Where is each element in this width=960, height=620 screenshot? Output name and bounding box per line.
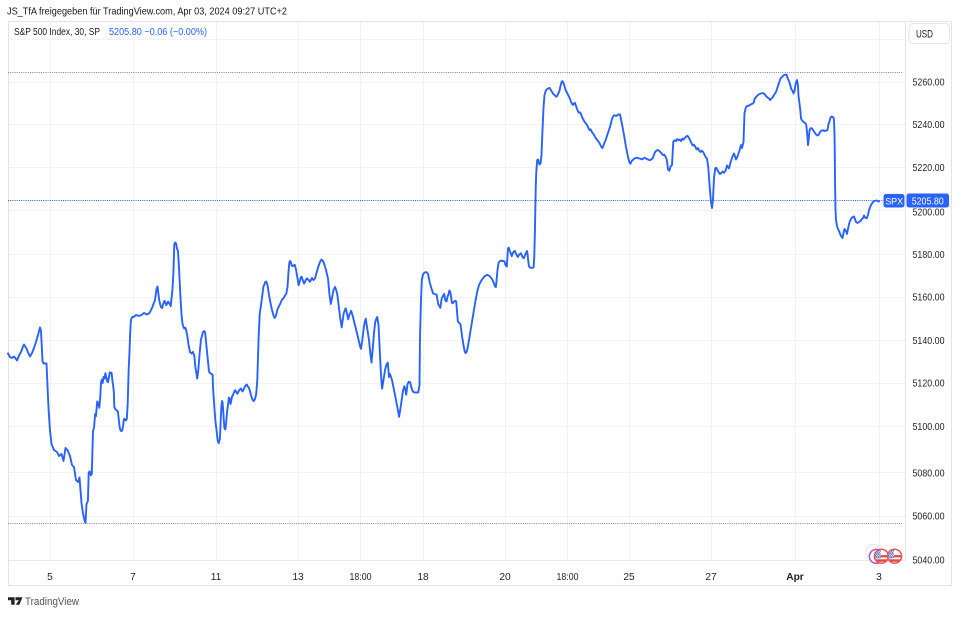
svg-text:SPX: SPX [885,196,904,207]
svg-text:Apr: Apr [786,572,804,583]
svg-text:5240.00: 5240.00 [913,120,945,131]
svg-text:5060.00: 5060.00 [913,512,945,523]
svg-text:5205.80 −0.06 (−0.00%): 5205.80 −0.06 (−0.00%) [109,27,207,38]
svg-text:5140.00: 5140.00 [913,336,945,347]
svg-text:5220.00: 5220.00 [913,163,945,174]
svg-text:27: 27 [705,572,717,583]
svg-text:5120.00: 5120.00 [913,379,945,390]
svg-text:11: 11 [211,572,222,583]
svg-text:18:00: 18:00 [557,572,579,583]
svg-text:7: 7 [130,572,136,583]
svg-text:18: 18 [417,572,429,583]
svg-text:5: 5 [47,572,53,583]
svg-text:5160.00: 5160.00 [913,292,945,303]
svg-text:JS_TfA freigegeben für Trading: JS_TfA freigegeben für TradingView.com, … [7,7,287,18]
svg-text:20: 20 [499,572,511,583]
svg-text:USD: USD [916,28,933,40]
svg-text:5200.00: 5200.00 [913,208,945,219]
svg-text:3: 3 [876,572,882,583]
svg-text:5040.00: 5040.00 [913,555,945,566]
svg-text:5100.00: 5100.00 [913,422,945,433]
svg-text:5080.00: 5080.00 [913,468,945,479]
svg-text:5260.00: 5260.00 [913,77,945,88]
svg-text:S&P 500 Index, 30, SP: S&P 500 Index, 30, SP [14,27,100,38]
svg-text:18:00: 18:00 [350,572,372,583]
svg-text:5205.80: 5205.80 [912,197,944,208]
svg-text:25: 25 [623,572,635,583]
svg-text:13: 13 [292,572,304,583]
svg-text:5180.00: 5180.00 [913,250,945,261]
svg-text:TradingView: TradingView [25,596,79,608]
